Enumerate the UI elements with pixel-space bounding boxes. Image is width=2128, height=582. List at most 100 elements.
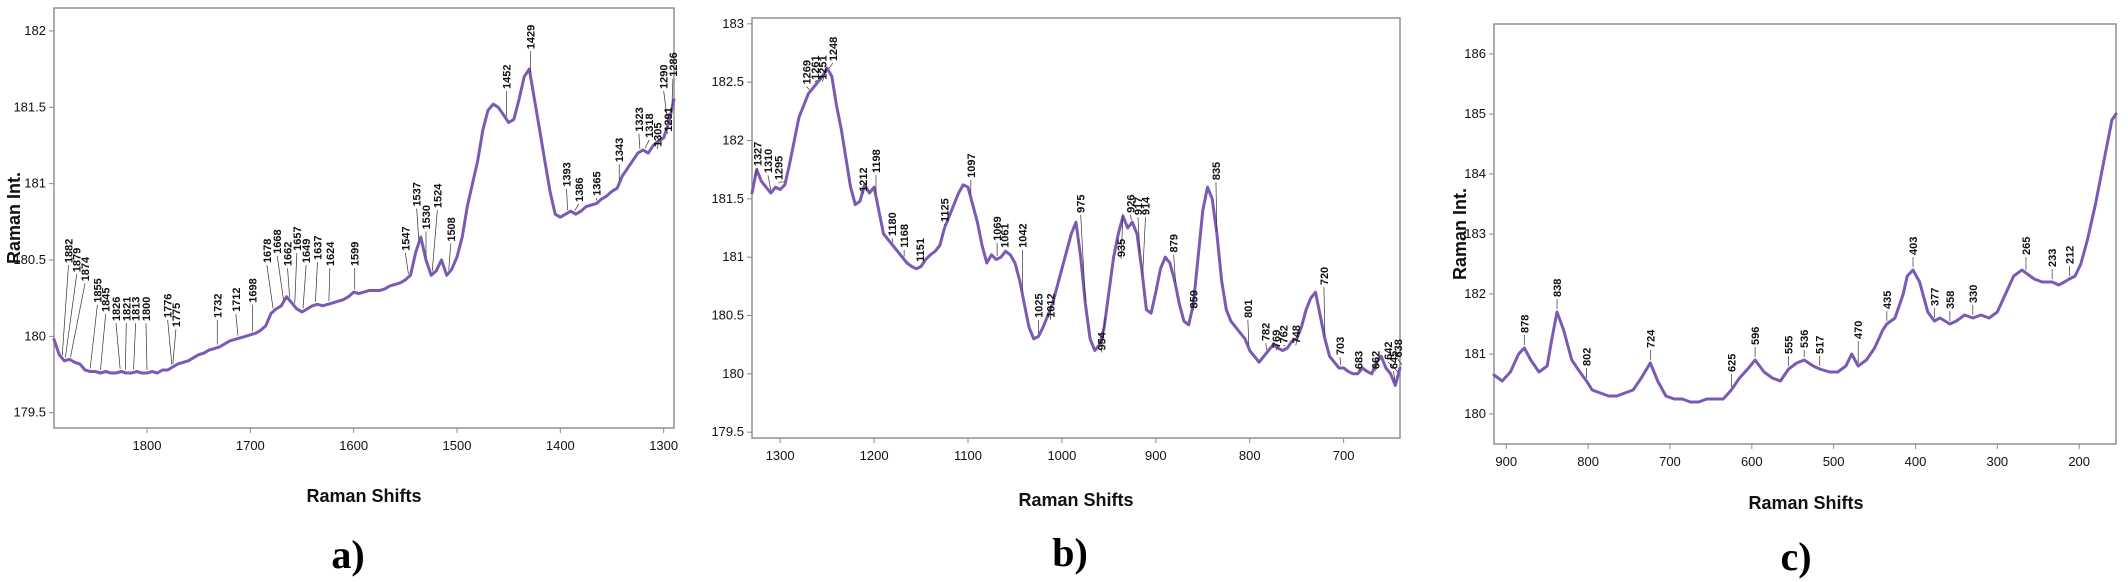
peak-label: 1291 [663, 107, 675, 131]
peak-label: 1855 [92, 278, 104, 302]
y-tick-label-b: 181.5 [711, 191, 744, 206]
peak-label: 330 [1968, 285, 1980, 303]
peak-leader-line [1080, 214, 1086, 301]
y-tick-label-c: 180 [1464, 406, 1486, 421]
peak-label: 265 [2021, 237, 2033, 255]
x-tick-label-a: 1700 [236, 438, 265, 453]
x-tick-label-a: 1300 [649, 438, 678, 453]
peak-leader-line [671, 78, 674, 106]
peak-label: 233 [2047, 249, 2059, 267]
peak-leader-line [1275, 345, 1280, 351]
peak-label: 662 [1371, 351, 1383, 369]
y-tick-label-b: 180 [722, 366, 744, 381]
peak-label: 1698 [247, 278, 259, 302]
peak-leader-line [294, 252, 298, 304]
y-tick-label-b: 183 [722, 16, 744, 31]
panel-label-a: a) [331, 532, 364, 577]
x-axis-title-a: Raman Shifts [306, 486, 421, 506]
peak-leader-line [61, 265, 69, 356]
peak-leader-line [657, 137, 659, 150]
peak-label: 1662 [283, 242, 295, 266]
y-tick-label-a: 182 [24, 23, 46, 38]
peak-leader-line [315, 261, 318, 302]
x-tick-label-c: 900 [1495, 454, 1517, 469]
x-ticks-c: 900 800 700 600 500 400 300 200 [1495, 444, 2090, 469]
peak-label: 1537 [412, 182, 424, 206]
peak-label: 555 [1784, 336, 1796, 354]
peak-label: 1508 [446, 217, 458, 241]
peak-leader-line [822, 66, 827, 82]
peak-leader-line [828, 62, 834, 69]
y-axis-title-c: Raman Int. [1450, 188, 1470, 280]
peak-label: 1069 [992, 216, 1004, 240]
peak-leader-line [638, 133, 641, 149]
peak-label: 1318 [644, 113, 656, 137]
peak-label: 1198 [871, 149, 883, 173]
spectrum-line-c [1492, 112, 2118, 404]
peak-label: 1269 [801, 60, 813, 84]
peak-label: 1599 [350, 242, 362, 266]
peak-label: 1668 [272, 229, 284, 253]
peak-leader-line [754, 168, 758, 177]
y-tick-label-a: 181.5 [13, 99, 46, 114]
x-ticks-a: 1800 1700 1600 1500 1400 1300 [133, 428, 678, 453]
peak-leader-line [814, 80, 818, 83]
panel-label-c: c) [1780, 534, 1811, 579]
peak-label: 1874 [80, 256, 92, 281]
peak-label: 724 [1645, 329, 1657, 348]
x-tick-label-b: 1000 [1047, 448, 1076, 463]
peak-label: 801 [1243, 299, 1255, 317]
x-tick-label-a: 1400 [546, 438, 575, 453]
peak-leader-line [1387, 361, 1399, 373]
peak-label: 859 [1188, 290, 1200, 308]
peak-label: 1151 [915, 238, 927, 262]
peak-label: 1323 [634, 107, 646, 131]
y-tick-label-c: 181 [1464, 346, 1486, 361]
peak-label: 879 [1169, 234, 1181, 252]
x-tick-label-b: 800 [1239, 448, 1261, 463]
y-tick-label-c: 186 [1464, 46, 1486, 61]
x-tick-label-b: 1300 [766, 448, 795, 463]
x-tick-label-b: 700 [1333, 448, 1355, 463]
peak-leader-line [1393, 371, 1396, 383]
peak-leader-line [448, 243, 452, 270]
peak-leader-line [1247, 319, 1250, 346]
peak-label: 926 [1125, 194, 1137, 212]
x-tick-label-c: 600 [1741, 454, 1763, 469]
peak-label: 838 [1552, 279, 1564, 297]
peak-leader-line [287, 268, 290, 298]
peak-label: 596 [1750, 327, 1762, 345]
peak-label: 1547 [400, 226, 412, 250]
peak-leader-line [416, 208, 420, 241]
peak-leader-line [65, 274, 78, 358]
y-tick-label-b: 181 [722, 249, 744, 264]
peak-label: 1845 [101, 287, 113, 311]
x-tick-label-a: 1500 [443, 438, 472, 453]
peak-label: 1042 [1017, 223, 1029, 247]
peak-label: 1678 [262, 239, 274, 263]
peak-leader-line [70, 283, 86, 357]
peak-label: 1290 [659, 64, 671, 88]
x-tick-label-a: 1800 [133, 438, 162, 453]
peak-leader-line [133, 323, 136, 370]
peak-label: 748 [1291, 325, 1303, 343]
y-tick-label-a: 181 [24, 176, 46, 191]
peak-leader-line [574, 203, 580, 211]
peak-label: 1295 [773, 156, 785, 180]
peak-leader-line [806, 86, 810, 90]
y-tick-label-c: 183 [1464, 226, 1486, 241]
peak-label: 1343 [614, 138, 626, 162]
spectrum-line-a [52, 67, 676, 375]
x-tick-label-c: 800 [1577, 454, 1599, 469]
peak-label: 1212 [858, 167, 870, 191]
peak-leader-line [663, 90, 669, 123]
peak-label: 703 [1335, 337, 1347, 355]
peak-leader-line [124, 323, 127, 370]
peak-leader-line [1142, 217, 1146, 275]
spectrum-path-b [750, 66, 1402, 387]
peak-leader-line [276, 255, 284, 300]
y-axis-title-a: Raman Int. [4, 172, 24, 264]
peak-label: 625 [1726, 354, 1738, 372]
chart-panel-c: 900 800 700 600 500 400 300 200 180 181 182 183 184… [1450, 23, 2118, 579]
